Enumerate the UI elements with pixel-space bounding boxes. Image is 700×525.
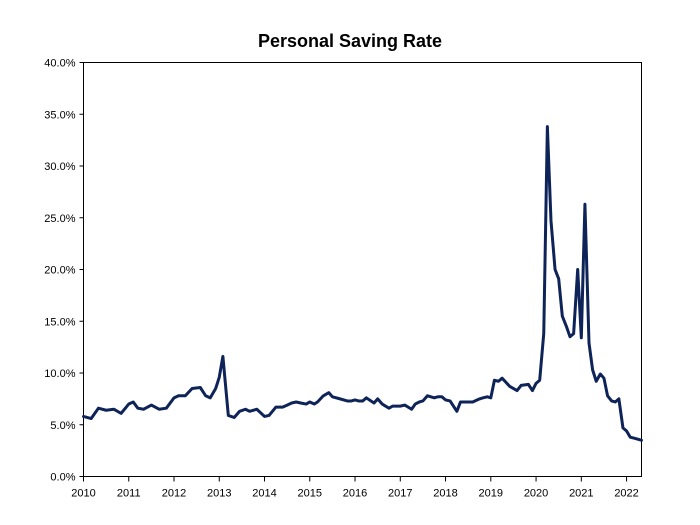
x-tick-label: 2017 <box>388 488 412 500</box>
x-tick-label: 2013 <box>207 488 231 500</box>
y-tick-label: 15.0% <box>44 316 75 328</box>
series-line-personal-saving-rate <box>82 125 643 442</box>
y-tick-label: 25.0% <box>44 213 75 225</box>
x-axis: 2010 2011 2012 2013 2014 2015 2016 2017 2018 2019… <box>71 476 639 500</box>
y-tick-label: 40.0% <box>44 58 75 70</box>
x-tick-label: 2022 <box>614 488 638 500</box>
y-axis: 0.0% 5.0% 10.0% 15.0% 20.0% 25.0% 30.0% 35.0% 40… <box>44 58 84 484</box>
x-tick-label: 2018 <box>433 488 457 500</box>
y-tick-label: 20.0% <box>44 265 75 277</box>
x-tick-label: 2019 <box>479 488 503 500</box>
y-tick-label: 10.0% <box>44 368 75 380</box>
x-tick-label: 2011 <box>117 488 141 500</box>
chart-title: Personal Saving Rate <box>258 31 442 51</box>
x-tick-label: 2020 <box>524 488 548 500</box>
y-tick-label: 5.0% <box>50 420 75 432</box>
y-tick-label: 30.0% <box>44 161 75 173</box>
x-tick-label: 2012 <box>162 488 186 500</box>
x-tick-label: 2014 <box>252 488 276 500</box>
y-tick-label: 35.0% <box>44 109 75 121</box>
y-tick-label: 0.0% <box>50 472 75 484</box>
x-tick-label: 2021 <box>569 488 593 500</box>
series-group <box>82 125 643 442</box>
x-tick-label: 2016 <box>343 488 367 500</box>
x-tick-label: 2010 <box>71 488 95 500</box>
x-tick-label: 2015 <box>298 488 322 500</box>
